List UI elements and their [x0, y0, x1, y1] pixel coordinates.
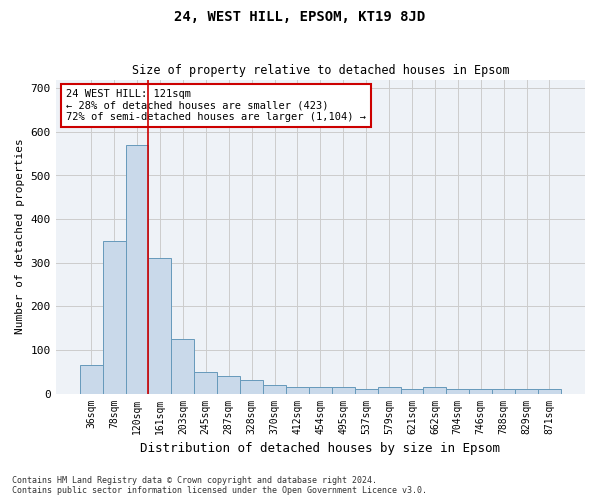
Bar: [401, 389, 424, 394]
Bar: [377, 387, 401, 394]
Text: 24, WEST HILL, EPSOM, KT19 8JD: 24, WEST HILL, EPSOM, KT19 8JD: [175, 10, 425, 24]
Bar: [240, 380, 263, 394]
Bar: [424, 387, 446, 394]
Bar: [80, 365, 103, 394]
Bar: [148, 258, 172, 394]
X-axis label: Distribution of detached houses by size in Epsom: Distribution of detached houses by size …: [140, 442, 500, 455]
Bar: [263, 385, 286, 394]
Bar: [194, 372, 217, 394]
Bar: [515, 389, 538, 394]
Y-axis label: Number of detached properties: Number of detached properties: [15, 138, 25, 334]
Bar: [172, 339, 194, 394]
Bar: [332, 387, 355, 394]
Bar: [355, 389, 377, 394]
Bar: [125, 145, 148, 394]
Bar: [309, 387, 332, 394]
Bar: [469, 389, 492, 394]
Title: Size of property relative to detached houses in Epsom: Size of property relative to detached ho…: [131, 64, 509, 77]
Bar: [217, 376, 240, 394]
Bar: [103, 241, 125, 394]
Bar: [492, 389, 515, 394]
Bar: [446, 389, 469, 394]
Text: Contains HM Land Registry data © Crown copyright and database right 2024.
Contai: Contains HM Land Registry data © Crown c…: [12, 476, 427, 495]
Bar: [538, 389, 561, 394]
Bar: [286, 387, 309, 394]
Text: 24 WEST HILL: 121sqm
← 28% of detached houses are smaller (423)
72% of semi-deta: 24 WEST HILL: 121sqm ← 28% of detached h…: [66, 89, 366, 122]
